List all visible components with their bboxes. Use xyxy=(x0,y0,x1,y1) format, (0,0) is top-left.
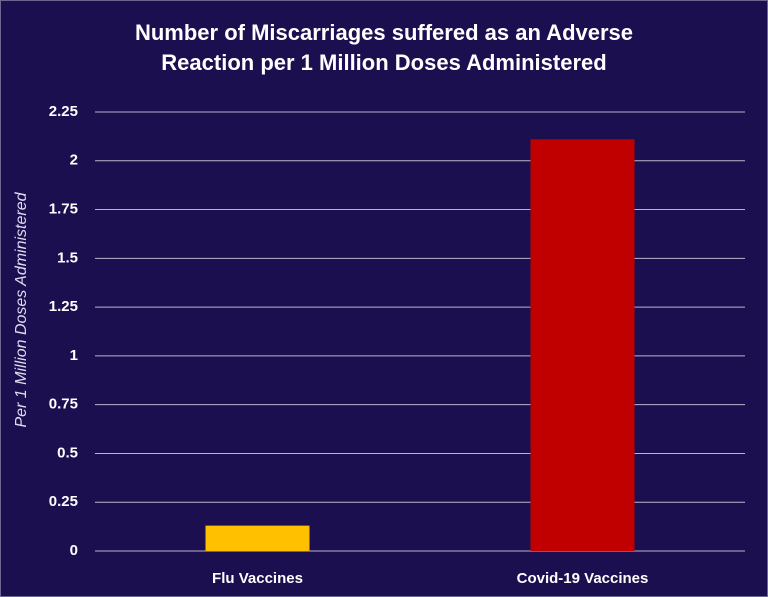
y-tick-label: 0.75 xyxy=(49,396,78,413)
y-tick-label: 0.5 xyxy=(57,444,78,461)
y-tick-label: 1.5 xyxy=(57,249,78,266)
y-tick-label: 1.75 xyxy=(49,201,78,218)
chart-title: Number of Miscarriages suffered as an Ad… xyxy=(134,20,634,75)
x-tick-label: Covid-19 Vaccines xyxy=(517,570,649,587)
y-tick-label: 1 xyxy=(70,347,78,364)
y-tick-label: 0 xyxy=(70,542,78,559)
bar xyxy=(530,139,635,551)
y-tick-label: 2.25 xyxy=(49,103,78,120)
bar xyxy=(205,525,310,551)
y-tick-label: 2 xyxy=(70,152,78,169)
y-tick-label: 0.25 xyxy=(49,493,78,510)
y-tick-label: 1.25 xyxy=(49,298,78,315)
x-tick-label: Flu Vaccines xyxy=(212,570,303,587)
y-axis-label: Per 1 Million Doses Administered xyxy=(13,191,30,427)
